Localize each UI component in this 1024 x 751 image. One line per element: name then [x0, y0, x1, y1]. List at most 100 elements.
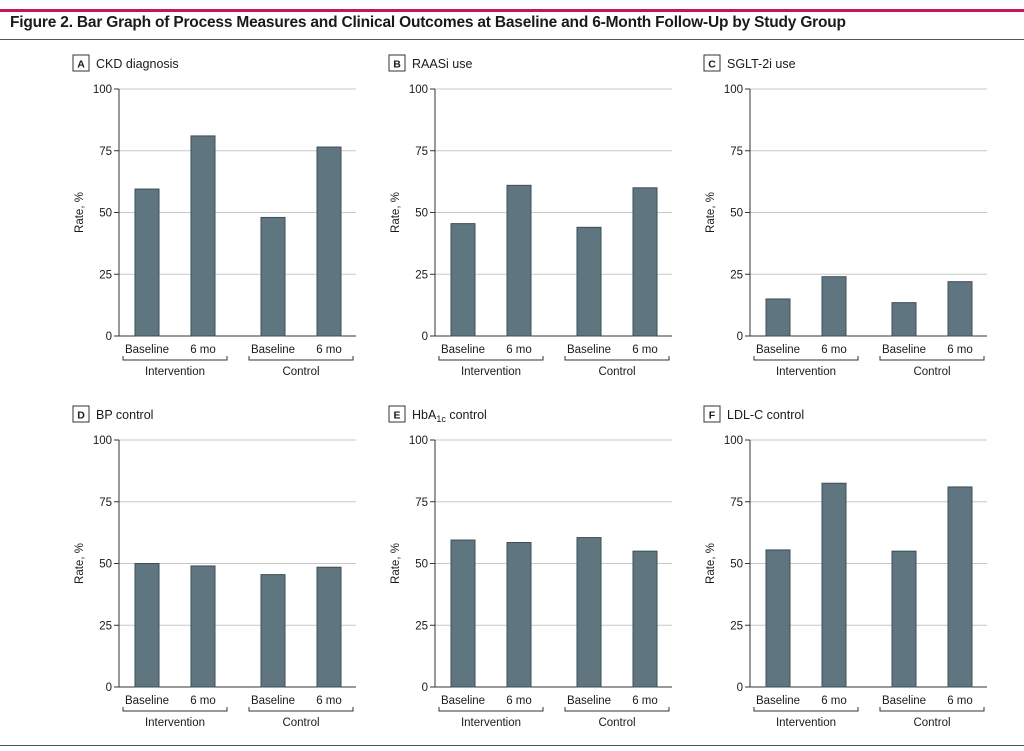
panel-d-y-tick-label: 50: [99, 559, 112, 571]
panel-b-letter: B: [393, 59, 401, 71]
panel-a-title: CKD diagnosis: [96, 57, 179, 71]
panel-a-y-tick-label: 100: [93, 84, 112, 96]
panel-b-letter-box: [388, 54, 406, 72]
panel-a-x-tick-label: Baseline: [125, 344, 169, 356]
panel-c-bar-control-baseline: [891, 302, 917, 337]
panel-e-y-tick-label: 75: [415, 497, 428, 509]
panel-e-y-tick-label: 25: [415, 620, 428, 632]
panel-d-y-tick-label: 100: [93, 435, 112, 447]
panel-c-letter: C: [708, 59, 716, 71]
panel-f-y-tick-label: 0: [737, 682, 743, 694]
panel-d-y-tick-label: 25: [99, 620, 112, 632]
panel-f-x-tick-label: 6 mo: [947, 695, 973, 707]
panel-b-x-tick-label: Baseline: [567, 344, 611, 356]
panel-a-y-tick-label: 0: [106, 331, 112, 343]
panel-b-bar-control-6mo: [632, 187, 658, 337]
panel-c-y-tick-label: 25: [730, 269, 743, 281]
panel-f-group-label: Control: [913, 717, 950, 729]
panel-a-x-tick-label: Baseline: [251, 344, 295, 356]
panel-b-group-bracket: [564, 356, 670, 361]
panel-a-bar-control-baseline: [260, 216, 286, 337]
top-accent-rule: [0, 9, 1024, 12]
panel-a-y-axis-label: Rate, %: [74, 192, 86, 233]
panel-b-y-tick-label: 100: [409, 84, 428, 96]
panel-d-bar-control-6mo: [316, 566, 342, 688]
panel-b-x-tick-label: 6 mo: [506, 344, 532, 356]
panel-a-y-tick-label: 50: [99, 208, 112, 220]
panel-d-bar-control-baseline: [260, 574, 286, 688]
panel-f-group-bracket: [753, 707, 859, 712]
panel-e-x-tick-label: 6 mo: [506, 695, 532, 707]
panel-e-group-label: Intervention: [461, 717, 521, 729]
panel-f-letter: F: [709, 410, 716, 422]
panel-d-y-axis-label: Rate, %: [74, 543, 86, 584]
panel-c-y-tick-label: 0: [737, 331, 743, 343]
panel-d-group-label: Control: [282, 717, 319, 729]
panel-c-x-tick-label: Baseline: [756, 344, 800, 356]
panel-f-x-tick-label: Baseline: [882, 695, 926, 707]
panel-b-y-tick-label: 50: [415, 208, 428, 220]
panel-e-bar-intervention-baseline: [450, 539, 476, 688]
panel-d-y-tick-label: 0: [106, 682, 112, 694]
panel-c-bar-control-6mo: [947, 281, 973, 337]
panel-d-bar-intervention-baseline: [134, 563, 160, 688]
panel-e-group-bracket: [438, 707, 544, 712]
panel-f-bar-control-6mo: [947, 486, 973, 688]
panel-a-x-tick-label: 6 mo: [316, 344, 342, 356]
panel-f-x-tick-label: 6 mo: [821, 695, 847, 707]
panel-e-x-tick-label: 6 mo: [632, 695, 658, 707]
figure-title: Figure 2. Bar Graph of Process Measures …: [10, 14, 846, 31]
panel-b-bar-intervention-6mo: [506, 184, 532, 337]
panel-b-y-axis-label: Rate, %: [390, 192, 402, 233]
panel-d-y-tick-label: 75: [99, 497, 112, 509]
panel-a-bar-intervention-6mo: [190, 135, 216, 337]
panel-e-group-bracket: [564, 707, 670, 712]
panel-f-title: LDL-C control: [727, 408, 804, 422]
panel-d-x-tick-label: 6 mo: [316, 695, 342, 707]
panel-e-title: HbA1c control: [412, 408, 487, 424]
panel-b-group-label: Control: [598, 366, 635, 378]
panel-e-group-label: Control: [598, 717, 635, 729]
panel-b-bar-control-baseline: [576, 226, 602, 337]
panel-b-group-label: Intervention: [461, 366, 521, 378]
panel-c-y-tick-label: 100: [724, 84, 743, 96]
panel-b-y-tick-label: 75: [415, 146, 428, 158]
panel-a-group-label: Control: [282, 366, 319, 378]
panel-d-letter: D: [77, 410, 85, 422]
panel-a-group-bracket: [248, 356, 354, 361]
panel-b-y-tick-label: 0: [422, 331, 428, 343]
panel-f-bar-intervention-6mo: [821, 482, 847, 688]
panel-e-y-tick-label: 0: [422, 682, 428, 694]
panel-b-title: RAASi use: [412, 57, 472, 71]
panel-c-x-tick-label: Baseline: [882, 344, 926, 356]
panel-d-title: BP control: [96, 408, 153, 422]
panel-f-group-bracket: [879, 707, 985, 712]
panel-e-letter-box: [388, 405, 406, 423]
panel-c-bar-intervention-6mo: [821, 276, 847, 337]
panel-b-x-tick-label: Baseline: [441, 344, 485, 356]
title-divider: [0, 39, 1024, 40]
panel-a-y-tick-label: 25: [99, 269, 112, 281]
panel-e-x-tick-label: Baseline: [567, 695, 611, 707]
panel-d-group-bracket: [248, 707, 354, 712]
panel-c-x-tick-label: 6 mo: [821, 344, 847, 356]
panel-c-group-label: Intervention: [776, 366, 836, 378]
panel-d-x-tick-label: 6 mo: [190, 695, 216, 707]
panel-a-group-bracket: [122, 356, 228, 361]
panel-c-y-axis-label: Rate, %: [705, 192, 717, 233]
panel-c-bar-intervention-baseline: [765, 298, 791, 337]
panel-d-bar-intervention-6mo: [190, 565, 216, 688]
panel-d-group-bracket: [122, 707, 228, 712]
panel-e-y-tick-label: 100: [409, 435, 428, 447]
panel-a-letter-box: [72, 54, 90, 72]
panel-a-bar-intervention-baseline: [134, 188, 160, 337]
panel-e-y-axis-label: Rate, %: [390, 543, 402, 584]
panel-f-bar-intervention-baseline: [765, 549, 791, 688]
panel-b-x-tick-label: 6 mo: [632, 344, 658, 356]
panel-c-letter-box: [703, 54, 721, 72]
panel-f-bar-control-baseline: [891, 550, 917, 688]
panel-a-y-tick-label: 75: [99, 146, 112, 158]
panel-d-letter-box: [72, 405, 90, 423]
panel-c-y-tick-label: 50: [730, 208, 743, 220]
